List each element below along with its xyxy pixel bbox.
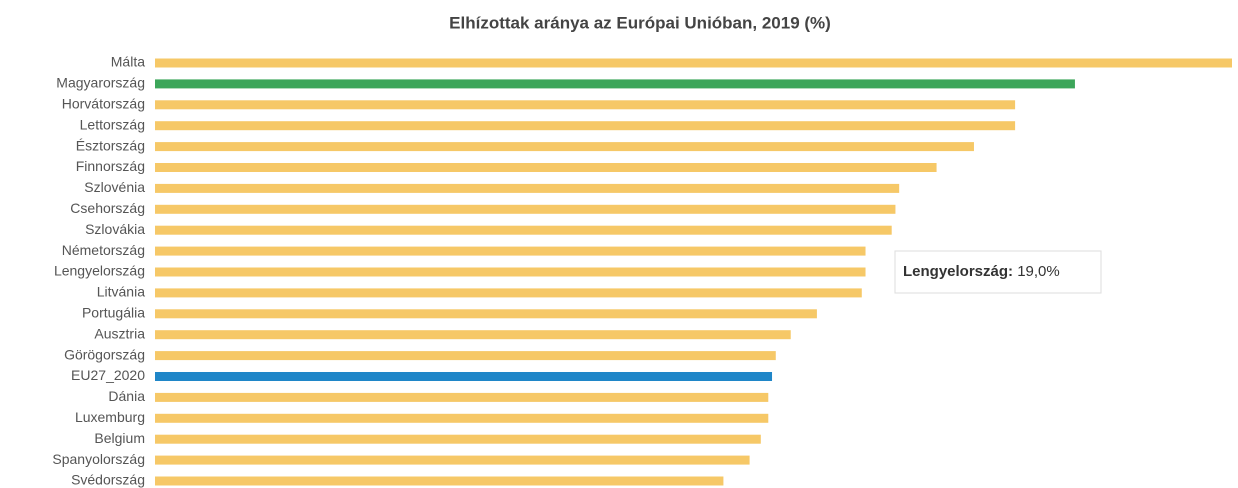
tooltip-box [894, 250, 1102, 294]
bar [155, 142, 974, 152]
tooltip: Lengyelország: 19,0% [894, 250, 1102, 294]
y-tick-label: Németország [62, 242, 145, 258]
bar [155, 413, 769, 423]
bar [155, 372, 773, 381]
y-tick-label: Dánia [108, 388, 145, 404]
bar [155, 351, 776, 361]
tooltip-text: Lengyelország: 19,0% [903, 263, 1060, 280]
y-tick-label: Észtország [76, 137, 145, 153]
bar [155, 267, 866, 277]
bar [155, 434, 761, 444]
bar [155, 246, 866, 256]
bar [155, 79, 1075, 89]
y-tick-label: Luxemburg [75, 409, 145, 425]
bar [155, 100, 1016, 110]
bar [155, 204, 896, 214]
bar [155, 183, 900, 193]
bar [155, 309, 817, 319]
y-tick-label: Ausztria [94, 325, 145, 341]
y-tick-label: Spanyolország [52, 451, 145, 467]
y-tick-label: Magyarország [56, 75, 145, 91]
y-tick-label: EU27_2020 [71, 367, 145, 383]
y-tick-label: Horvátország [62, 96, 145, 112]
tooltip-name: Lengyelország: [903, 263, 1013, 280]
y-tick-label: Szlovákia [85, 221, 145, 237]
bar [155, 288, 862, 298]
y-tick-label: Svédország [71, 472, 145, 488]
y-tick-label: Szlovénia [84, 179, 145, 195]
y-tick-label: Finnország [76, 158, 145, 174]
y-tick-label: Litvánia [97, 284, 145, 300]
y-tick-label: Portugália [82, 305, 145, 321]
y-tick-label: Lettország [80, 116, 145, 132]
bar [155, 392, 769, 402]
chart-title: Elhízottak aránya az Európai Unióban, 20… [449, 13, 831, 32]
bar [155, 476, 724, 486]
bar [155, 225, 892, 235]
y-tick-label: Csehország [70, 200, 145, 216]
bar [155, 330, 791, 340]
bar [155, 455, 750, 465]
bar [155, 58, 1232, 68]
y-tick-label: Görögország [64, 346, 145, 362]
bar [155, 163, 937, 172]
y-tick-label: Málta [111, 54, 145, 70]
tooltip-value: 19,0% [1017, 263, 1060, 280]
y-tick-label: Belgium [94, 430, 145, 446]
y-tick-label: Lengyelország [54, 263, 145, 279]
bar [155, 121, 1016, 131]
